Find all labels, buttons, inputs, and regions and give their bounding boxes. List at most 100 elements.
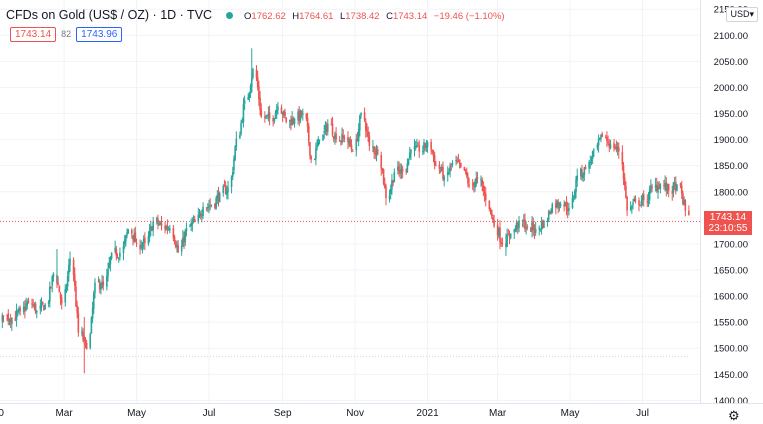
price-axis[interactable]: 1400.00 1450.00 1500.00 1550.00 1600.00 1650.… <box>700 0 749 407</box>
candle-body <box>338 140 341 142</box>
candle-body <box>50 286 52 288</box>
x-tick-label: Jul <box>203 408 216 419</box>
candle-body <box>457 160 460 162</box>
candle-body <box>507 234 510 236</box>
candle-body <box>152 221 154 231</box>
candle-body <box>85 342 88 350</box>
candle-body <box>15 310 18 320</box>
candle-body <box>102 281 105 286</box>
candle-body <box>14 317 17 321</box>
candle-body <box>391 180 393 190</box>
candle-body <box>380 155 383 169</box>
candle-body <box>215 198 217 209</box>
candle-body <box>446 172 449 176</box>
candle-body <box>322 134 324 141</box>
candle-body <box>664 182 666 187</box>
candle-body <box>631 206 633 208</box>
candle-body <box>509 233 512 238</box>
high-label: H <box>292 11 300 22</box>
candle-body <box>160 222 163 227</box>
candle-body <box>642 194 645 201</box>
candle-body <box>456 160 459 162</box>
candle-body <box>641 195 644 201</box>
candles <box>1 48 690 374</box>
candle-body <box>541 220 544 228</box>
currency-button[interactable]: USD▾ <box>726 7 758 22</box>
candle-body <box>34 303 37 313</box>
candle-body <box>366 129 368 131</box>
low-label: L <box>339 11 346 22</box>
candle-body <box>240 122 242 135</box>
candle-body <box>8 319 11 322</box>
candle-body <box>368 136 371 146</box>
candle-body <box>389 189 392 195</box>
candle-body <box>342 135 345 138</box>
candle-body <box>72 259 75 275</box>
candle-body <box>182 237 184 247</box>
candle-body <box>193 219 196 223</box>
candle-body <box>184 230 187 243</box>
candle-body <box>316 145 318 148</box>
x-tick-label: Jul <box>636 408 649 419</box>
candle-body <box>506 234 508 247</box>
candle-body <box>622 165 625 179</box>
candle-body <box>517 223 519 227</box>
bid-price-badge[interactable]: 1743.14 <box>10 27 57 42</box>
candle-body <box>214 203 216 208</box>
candle-body <box>671 191 674 194</box>
candle-body <box>442 167 444 180</box>
candle-body <box>364 121 367 131</box>
candle-body <box>432 150 435 157</box>
candle-body <box>323 131 326 133</box>
candle-body <box>281 113 284 116</box>
candle-body <box>114 247 116 252</box>
candle-body <box>450 163 453 165</box>
candle-body <box>97 280 100 282</box>
candle-body <box>318 139 321 141</box>
ask-price-badge[interactable]: 1743.96 <box>76 27 123 42</box>
candle-body <box>608 143 611 148</box>
candle-body <box>597 139 600 146</box>
candle-body <box>202 206 204 216</box>
candle-body <box>540 221 543 230</box>
candle-body <box>546 220 549 222</box>
candle-body <box>531 222 533 231</box>
symbol-title[interactable]: CFDs on Gold (US$ / OZ) · 1D · TVC <box>6 8 213 22</box>
candle-body <box>306 118 309 127</box>
candle-body <box>682 193 684 205</box>
candle-body <box>274 112 277 120</box>
candle-body <box>174 243 177 248</box>
candle-body <box>522 220 525 222</box>
candle-body <box>666 183 669 190</box>
candle-body <box>550 212 552 214</box>
candle-body <box>172 227 175 238</box>
candle-body <box>242 104 245 123</box>
candle-body <box>222 186 225 193</box>
candle-body <box>208 206 210 208</box>
gear-icon[interactable]: ⚙ <box>728 408 740 423</box>
candle-body <box>94 282 96 293</box>
candle-body <box>518 220 520 229</box>
time-axis[interactable]: 2020 Mar May Jul Sep Nov 2021 Mar May Jul <box>0 403 763 420</box>
candle-body <box>249 86 252 94</box>
candle-body <box>177 245 179 253</box>
candle-body <box>357 128 360 142</box>
candle-body <box>92 292 95 309</box>
candle-body <box>604 136 607 139</box>
candle-body <box>133 233 135 241</box>
candle-body <box>347 137 349 143</box>
candle-body <box>277 106 279 111</box>
candle-body <box>455 159 457 162</box>
candle-body <box>300 111 303 116</box>
y-tick-label: 1400.00 <box>714 396 748 407</box>
candle-body <box>326 123 329 132</box>
candle-body <box>90 317 93 334</box>
candle-body <box>451 162 454 165</box>
candle-body <box>621 151 624 165</box>
candle-body <box>448 171 450 174</box>
candle-body <box>617 147 620 152</box>
candle-body <box>431 150 434 152</box>
candle-body <box>359 115 361 131</box>
candle-body <box>324 125 327 131</box>
